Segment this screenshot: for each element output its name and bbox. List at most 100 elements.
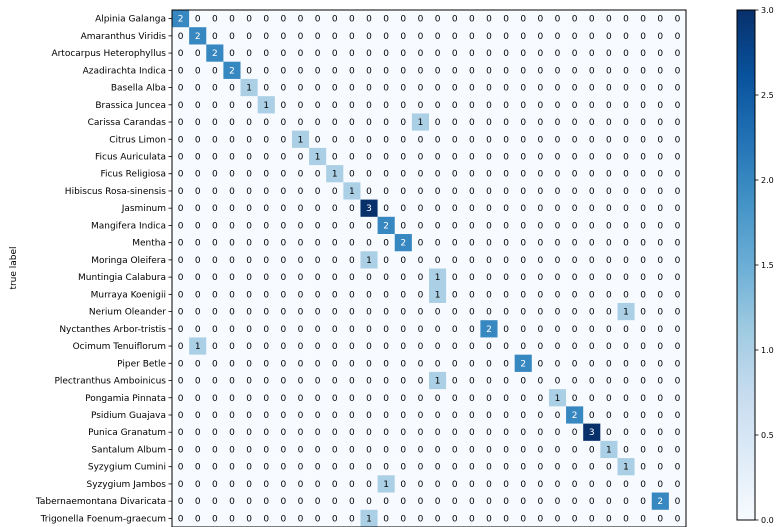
heatmap-cell (360, 285, 378, 304)
heatmap-cell (189, 61, 207, 80)
cell-value: 0 (418, 514, 424, 524)
cell-value: 0 (589, 394, 595, 404)
cell-value: 0 (675, 118, 681, 128)
heatmap-cell-values: 2 0 0 0 0 0 0 0 0 0 0 0 0 0 0 0 0 0 0 0 0 0 0 0 0 0 0 0 0 00 2 0 0 0 0 0 0 0 0… (178, 15, 681, 525)
cell-value: 0 (229, 290, 235, 300)
cell-value: 0 (383, 342, 389, 352)
cell-value: 0 (246, 49, 252, 59)
cell-value: 0 (452, 497, 458, 507)
cell-value: 0 (555, 15, 561, 25)
heatmap-cell (411, 216, 430, 235)
cell-value: 0 (606, 342, 612, 352)
cell-value: 0 (555, 239, 561, 249)
heatmap-cell (634, 182, 653, 200)
heatmap-cell (394, 268, 413, 287)
cell-value: 0 (503, 428, 509, 438)
heatmap-cell (600, 389, 618, 407)
heatmap-cell (274, 44, 293, 62)
cell-value: 0 (246, 463, 252, 473)
cell-value: 0 (606, 15, 612, 25)
cell-value: 0 (606, 204, 612, 214)
heatmap-cell (326, 389, 344, 407)
cell-value: 0 (281, 256, 287, 266)
cell-value: 0 (246, 239, 252, 249)
cell-value: 0 (212, 187, 218, 197)
heatmap-cell (240, 113, 258, 131)
heatmap-cell (394, 78, 413, 97)
cell-value: 0 (349, 84, 355, 94)
cell-value: 0 (349, 118, 355, 128)
heatmap-cell (463, 78, 481, 97)
heatmap-cell (274, 475, 293, 493)
cell-value: 0 (349, 239, 355, 249)
heatmap-cell (583, 251, 601, 269)
cell-value: 0 (572, 84, 578, 94)
cell-value: 0 (606, 221, 612, 231)
cell-value: 0 (178, 394, 184, 404)
heatmap-cell (240, 458, 258, 476)
heatmap-cell (514, 458, 533, 476)
cell-value: 0 (366, 497, 372, 507)
heatmap-cell (189, 423, 207, 442)
cell-value: 0 (332, 497, 338, 507)
heatmap-cell (463, 492, 481, 511)
heatmap-cell (240, 302, 258, 321)
heatmap-cell (343, 371, 361, 390)
row-label: Ficus Religiosa (100, 170, 166, 180)
cell-value: 0 (418, 101, 424, 111)
row-label: Mentha (132, 239, 166, 249)
heatmap-cell (617, 371, 635, 390)
heatmap-cell (172, 199, 190, 218)
cell-value: 0 (640, 135, 646, 145)
heatmap-cell (446, 96, 464, 114)
cell-value: 0 (400, 359, 406, 369)
heatmap-cell (446, 285, 464, 304)
heatmap-cell (514, 61, 533, 80)
cell-value: 0 (623, 445, 629, 455)
heatmap-cell (360, 492, 378, 511)
cell-value: 0 (435, 308, 441, 318)
heatmap-cell (291, 509, 310, 527)
heatmap-cell (189, 234, 207, 252)
heatmap-cell (497, 389, 515, 407)
cell-value: 0 (298, 101, 304, 111)
cell-value: 0 (486, 463, 492, 473)
cell-value: 0 (623, 514, 629, 524)
heatmap-cell (309, 389, 327, 407)
cell-value: 1 (383, 480, 389, 490)
cell-value: 0 (229, 273, 235, 283)
heatmap-cell (634, 216, 653, 235)
heatmap-cell (240, 509, 258, 527)
cell-value: 0 (195, 394, 201, 404)
cell-value: 0 (657, 290, 663, 300)
heatmap-cell (446, 165, 464, 183)
cell-value: 0 (246, 394, 252, 404)
cell-value: 0 (572, 428, 578, 438)
cell-value: 0 (657, 135, 663, 145)
cell-value: 0 (486, 66, 492, 76)
heatmap-cell (172, 492, 190, 511)
cell-value: 0 (366, 49, 372, 59)
cell-value: 0 (675, 325, 681, 335)
cell-value: 0 (640, 170, 646, 180)
heatmap-cell (377, 320, 396, 338)
cell-value: 0 (520, 308, 526, 318)
cell-value: 0 (469, 463, 475, 473)
cell-value: 0 (400, 118, 406, 128)
cell-value: 0 (315, 118, 321, 128)
cell-value: 0 (195, 152, 201, 162)
heatmap-cell (531, 492, 550, 511)
cell-value: 0 (229, 377, 235, 387)
heatmap-cell (411, 371, 430, 390)
cell-value: 0 (383, 428, 389, 438)
cell-value: 0 (349, 308, 355, 318)
cell-value: 0 (538, 463, 544, 473)
heatmap-cell (617, 337, 635, 355)
cell-value: 0 (606, 394, 612, 404)
heatmap-cell (206, 165, 224, 183)
cell-value: 0 (281, 32, 287, 42)
heatmap-cell (531, 182, 550, 200)
heatmap-cell (291, 475, 310, 493)
cell-value: 0 (332, 514, 338, 524)
heatmap-cell (189, 268, 207, 287)
